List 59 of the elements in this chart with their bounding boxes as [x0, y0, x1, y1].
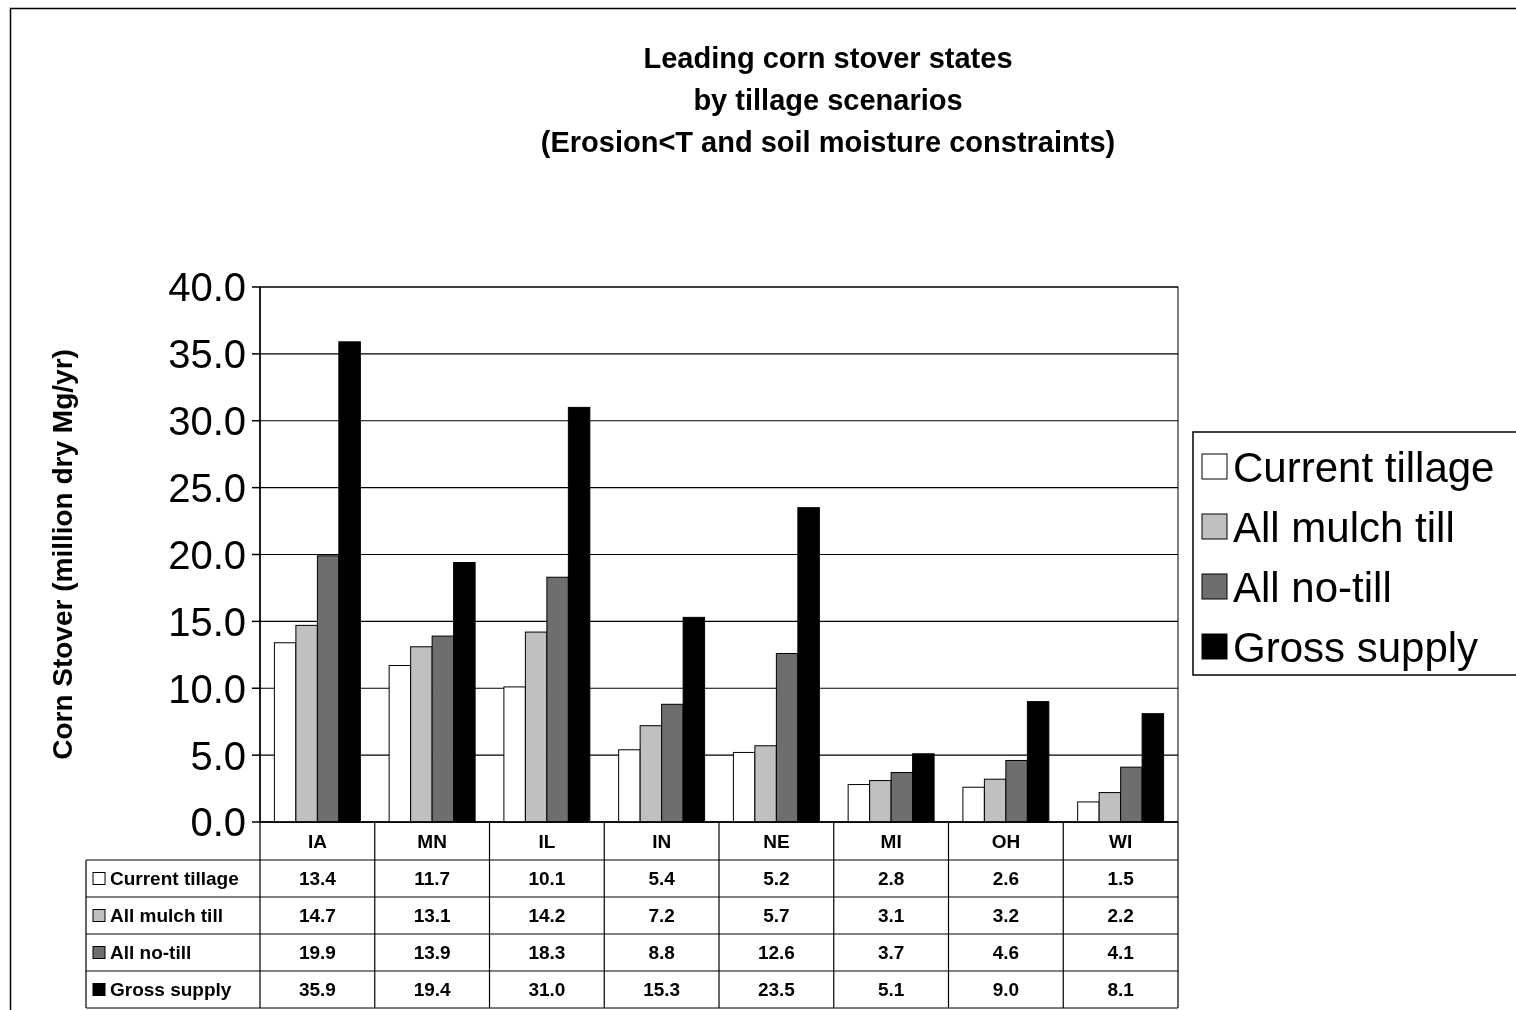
x-tick-label: MI [880, 830, 902, 852]
y-axis-title: Corn Stover (million dry Mg/yr) [47, 349, 78, 760]
legend-label: All mulch till [110, 905, 223, 927]
data-label: 5.2 [763, 868, 790, 890]
x-tick-label: IN [652, 830, 672, 852]
legend-label: Current tillage [110, 868, 239, 890]
text: All mulch till [1233, 504, 1455, 552]
y-tick-label: 35.0 [168, 332, 246, 377]
data-label: 4.6 [992, 942, 1020, 964]
y-tick-label: 30.0 [168, 399, 246, 444]
data-label: 7.2 [648, 905, 675, 927]
data-label: 12.6 [757, 942, 795, 964]
y-tick-label: 40.0 [168, 265, 246, 310]
data-label: 5.4 [648, 868, 676, 890]
data-label: 15.3 [643, 979, 681, 1001]
data-label: 5.1 [877, 979, 905, 1001]
x-tick-label: WI [1109, 830, 1133, 852]
data-label: 8.1 [1107, 979, 1135, 1001]
data-label: 8.8 [648, 942, 675, 964]
y-tick-label: 10.0 [168, 666, 246, 711]
y-tick-label: 0.0 [190, 800, 246, 845]
y-tick-label: 15.0 [168, 599, 246, 644]
x-tick-label: NE [763, 830, 790, 852]
data-label: 14.7 [298, 905, 336, 927]
data-label: 2.8 [877, 868, 905, 890]
x-tick-label: MN [417, 830, 447, 852]
y-tick-label: 20.0 [168, 532, 246, 577]
x-tick-label: OH [991, 830, 1021, 852]
legend-label: Gross supply [1233, 624, 1479, 672]
data-label: 9.0 [992, 979, 1020, 1001]
data-label: 18.3 [528, 942, 566, 964]
x-tick-label: IA [307, 830, 328, 852]
data-label: 31.0 [528, 979, 566, 1001]
data-label: 11.7 [414, 868, 451, 890]
data-label: 2.6 [992, 868, 1020, 890]
data-label: 3.7 [877, 942, 905, 964]
data-label: 5.7 [763, 905, 790, 927]
data-label: 13.9 [413, 942, 451, 964]
data-label: 3.2 [992, 905, 1020, 927]
data-label: 2.2 [1107, 905, 1134, 927]
data-label: 3.1 [877, 905, 905, 927]
data-label: 19.9 [298, 942, 336, 964]
data-label: 1.5 [1107, 868, 1135, 890]
data-label: 19.4 [413, 979, 452, 1001]
data-label: 4.1 [1107, 942, 1135, 964]
y-tick-label: 5.0 [190, 733, 246, 778]
legend-label: All no-till [1233, 564, 1392, 612]
text: Current tillage [1233, 444, 1495, 492]
data-label: 35.9 [298, 979, 336, 1001]
y-tick-label: 25.0 [168, 466, 246, 511]
data-label: 23.5 [757, 979, 796, 1001]
text: Gross supply [110, 979, 232, 1001]
data-label: 14.2 [528, 905, 566, 927]
data-label: 13.1 [413, 905, 452, 927]
data-label: 13.4 [298, 868, 337, 890]
text: All no-till [110, 942, 192, 964]
data-label: 10.1 [528, 868, 566, 890]
x-tick-label: IL [538, 830, 556, 852]
chart-title: Leading corn stover states by tillage scenarios (Erosion<T and soil moisture constraints) [540, 42, 1116, 158]
